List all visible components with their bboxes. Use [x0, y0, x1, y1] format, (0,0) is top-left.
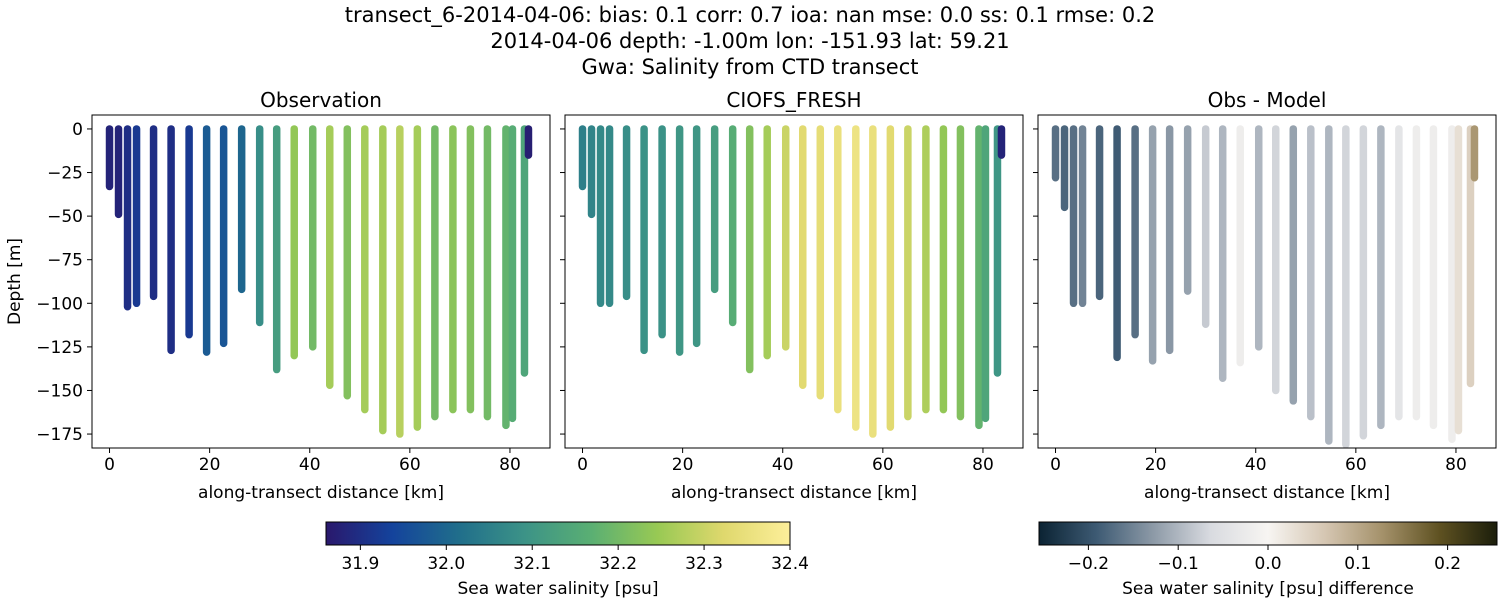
x-tick-label: 20	[672, 455, 694, 475]
colorbar-tick-label: 32.2	[599, 554, 637, 574]
x-tick-label: 0	[1050, 455, 1061, 475]
colorbar-tick-label: 0.0	[1254, 554, 1281, 574]
y-tick-label: −100	[36, 294, 83, 314]
y-tick-label: −150	[36, 381, 83, 401]
colorbar-label: Sea water salinity [psu]	[458, 579, 659, 599]
y-axis-label: Depth [m]	[5, 238, 25, 325]
x-tick-label: 80	[1445, 455, 1467, 475]
axes-frame	[564, 114, 1024, 449]
colorbar-label: Sea water salinity [psu] difference	[1122, 579, 1414, 599]
x-tick-label: 0	[577, 455, 588, 475]
x-tick-label: 80	[499, 455, 521, 475]
y-tick-label: −75	[47, 251, 83, 271]
colorbar-tick-label: 31.9	[341, 554, 379, 574]
colorbar-tick-label: 0.1	[1344, 554, 1371, 574]
colorbar-tick-label: −0.1	[1158, 554, 1199, 574]
suptitle-line-stats: transect_6-2014-04-06: bias: 0.1 corr: 0…	[344, 3, 1156, 27]
panel-title: CIOFS_FRESH	[726, 88, 861, 112]
x-tick-label: 80	[972, 455, 994, 475]
x-tick-label: 60	[399, 455, 421, 475]
y-tick-label: −175	[36, 425, 83, 445]
x-tick-label: 40	[299, 455, 321, 475]
panel-obs-model: Obs - Model 0 20 40 60 80 along-transect dista…	[1033, 88, 1497, 503]
colorbar-haline: 31.9 32.0 32.1 32.2 32.3 32.4 Sea water salini…	[325, 521, 809, 599]
suptitle-line-source: Gwa: Salinity from CTD transect	[581, 55, 919, 79]
panel-title: Obs - Model	[1208, 88, 1327, 112]
x-tick-label: 0	[104, 455, 115, 475]
x-tick-label: 40	[1245, 455, 1267, 475]
x-tick-label: 20	[199, 455, 221, 475]
suptitle-line-location: 2014-04-06 depth: -1.00m lon: -151.93 la…	[490, 29, 1010, 53]
colorbar-tick-label: 32.4	[771, 554, 809, 574]
colorbar-diff: −0.2 −0.1 0.0 0.1 0.2 Sea water salinity [psu…	[1038, 521, 1498, 599]
colorbar-tick-label: 0.2	[1434, 554, 1461, 574]
x-axis-label: along-transect distance [km]	[1144, 483, 1390, 503]
x-axis-label: along-transect distance [km]	[671, 483, 917, 503]
figure-suptitle: transect_6-2014-04-06: bias: 0.1 corr: 0…	[0, 2, 1500, 80]
colorbar-tick-label: 32.1	[513, 554, 551, 574]
y-tick-label: −25	[47, 164, 83, 184]
colorbar-tick-label: 32.0	[427, 554, 465, 574]
y-tick-label: 0	[72, 120, 83, 140]
x-tick-label: 20	[1145, 455, 1167, 475]
casts-group	[105, 125, 533, 438]
x-tick-label: 60	[872, 455, 894, 475]
y-tick-label: −50	[47, 207, 83, 227]
colorbar-tick-label: 32.3	[685, 554, 723, 574]
casts-group	[1051, 125, 1479, 448]
casts-group	[578, 125, 1006, 438]
y-tick-label: −125	[36, 338, 83, 358]
panel-ciofs-fresh: CIOFS_FRESH 0 20 40 60 80 along-transect dista…	[560, 88, 1024, 503]
panel-observation: Observation 0 20 40 60 80 0 −25 −50 −75 −100 −125 −1…	[5, 88, 551, 503]
axes-frame	[91, 114, 551, 449]
x-axis-label: along-transect distance [km]	[198, 483, 444, 503]
x-tick-label: 40	[772, 455, 794, 475]
x-tick-label: 60	[1345, 455, 1367, 475]
colorbar-gradient	[1038, 521, 1498, 546]
colorbar-gradient	[325, 521, 791, 546]
colorbar-tick-label: −0.2	[1068, 554, 1109, 574]
panel-title: Observation	[260, 88, 382, 112]
axes-frame	[1037, 114, 1497, 449]
